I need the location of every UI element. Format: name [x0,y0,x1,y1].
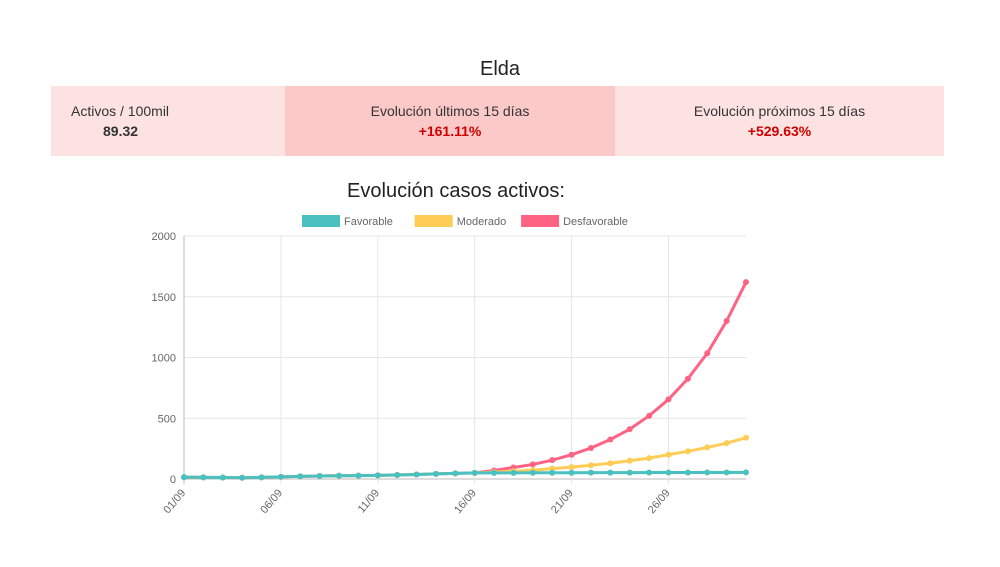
data-point [549,465,556,472]
data-point [549,469,556,476]
stat-value: +161.11% [418,123,482,139]
data-point [607,436,614,443]
data-point [200,474,207,481]
series-line [183,281,748,480]
data-point [452,470,459,477]
legend-label: Favorable [344,216,393,228]
data-point [704,469,711,476]
data-point [607,460,614,467]
data-point [587,469,594,476]
x-tick-label: 16/09 [452,487,479,516]
y-tick-label: 1500 [152,292,176,304]
stats-panel: Activos / 100mil 89.32 Evolución últimos … [51,86,944,156]
stat-active: Activos / 100mil 89.32 [51,86,285,156]
data-point [587,445,594,452]
data-point [743,279,749,286]
data-point [413,471,420,478]
data-point [704,444,711,451]
stat-value: 89.32 [103,123,139,139]
data-point [607,469,614,476]
x-tick-label: 01/09 [161,487,188,516]
x-tick-label: 11/09 [356,487,382,515]
data-point [646,412,653,419]
data-point [743,469,749,476]
legend-label: Moderado [457,216,507,228]
stat-label: Activos / 100mil [71,103,170,119]
data-point [684,448,691,455]
x-tick-label: 06/09 [258,487,285,516]
legend-label: Desfavorable [563,216,628,228]
y-tick-label: 0 [170,474,176,486]
data-point [336,472,343,479]
data-point [181,474,187,481]
data-point [646,455,653,462]
data-point [568,464,575,471]
data-point [665,451,672,458]
data-point [471,469,478,476]
data-point [684,469,691,476]
series-line [183,470,747,480]
data-point [626,457,633,464]
data-point [374,472,381,479]
data-point [277,473,284,480]
y-tick-label: 1000 [152,353,176,365]
stat-last-15: Evolución últimos 15 días +161.11% [285,86,615,156]
stat-label: Evolución últimos 15 días [370,103,530,119]
data-point [568,451,575,458]
data-point [587,462,594,469]
data-point [239,474,246,481]
page-title: Elda [479,58,521,80]
y-tick-label: 500 [158,413,176,425]
data-point [549,457,556,464]
legend-swatch [414,215,453,227]
x-tick-label: 26/09 [646,487,673,516]
data-point [626,426,633,433]
data-point [704,350,711,357]
data-point [743,434,749,441]
legend-swatch [302,215,340,227]
data-point [316,472,323,479]
data-point [568,469,575,476]
stat-value: +529.63% [747,123,812,139]
chart-title: Evolución casos activos: [347,180,565,202]
data-point [258,474,265,481]
data-point [355,472,362,479]
data-point [723,469,730,476]
legend-swatch [521,215,560,227]
data-point [394,471,401,478]
data-point [491,469,498,476]
data-point [432,470,439,477]
data-point [510,469,517,476]
data-point [665,396,672,403]
stat-next-15: Evolución próximos 15 días +529.63% [615,86,944,156]
data-point [529,469,536,476]
data-point [665,469,672,476]
data-point [646,469,653,476]
data-point [684,375,691,382]
data-point [723,440,730,447]
stat-label: Evolución próximos 15 días [693,103,866,119]
y-tick-label: 2000 [152,231,176,243]
data-point [626,469,633,476]
x-tick-label: 21/09 [549,487,576,516]
data-point [529,461,536,468]
data-point [723,318,730,325]
data-point [297,473,304,480]
data-point [219,474,226,481]
